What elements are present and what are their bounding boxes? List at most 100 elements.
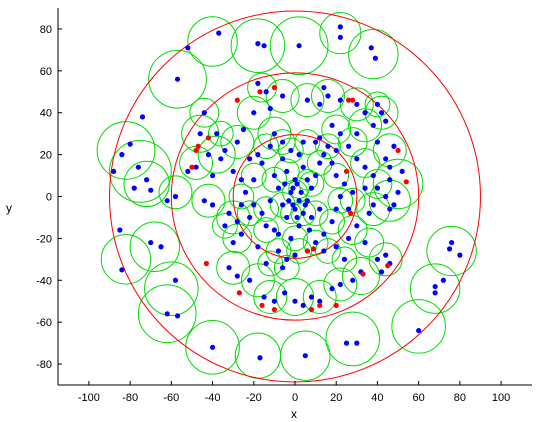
blue-point	[432, 283, 438, 290]
red-point	[360, 271, 366, 277]
blue-point	[247, 214, 253, 221]
coverage-circle	[257, 116, 292, 151]
coverage-circle	[189, 97, 220, 128]
red-point	[193, 147, 199, 154]
red-point	[271, 84, 277, 91]
blue-point	[378, 110, 385, 116]
coverage-circle	[348, 28, 399, 80]
blue-point	[374, 256, 381, 262]
blue-point	[294, 214, 300, 221]
blue-point	[267, 198, 273, 204]
blue-point	[238, 231, 245, 237]
coverage-circle	[278, 137, 304, 164]
blue-point	[197, 131, 203, 137]
blue-point	[325, 93, 331, 99]
blue-point	[302, 353, 308, 359]
coverage-circle	[269, 16, 329, 76]
coverage-circle	[310, 78, 345, 113]
blue-point	[345, 143, 352, 149]
blue-point	[255, 41, 261, 47]
blue-point	[288, 235, 294, 241]
blue-point	[230, 239, 236, 246]
blue-point	[440, 277, 446, 283]
coverage-circle	[158, 175, 193, 210]
coverage-circle	[280, 330, 331, 381]
blue-point	[240, 126, 247, 133]
blue-point	[374, 185, 381, 191]
blue-point	[292, 252, 298, 258]
coverage-circle	[216, 250, 251, 285]
blue-point	[321, 248, 327, 254]
blue-point	[201, 198, 207, 204]
x-tick-label: 80	[454, 392, 466, 404]
blue-point	[271, 298, 277, 304]
blue-point	[325, 143, 331, 149]
blue-point	[308, 214, 315, 221]
blue-point	[354, 101, 360, 107]
coverage-circle	[409, 263, 461, 314]
y-tick-label: -80	[36, 359, 52, 371]
red-point	[195, 143, 201, 149]
coverage-circle	[261, 166, 288, 193]
blue-point	[193, 164, 199, 170]
blue-point	[290, 185, 296, 191]
x-tick-label: 100	[492, 392, 510, 404]
blue-point	[148, 239, 154, 246]
blue-point	[383, 252, 389, 258]
coverage-circle	[137, 284, 197, 344]
coverage-circle	[96, 121, 156, 180]
blue-point	[374, 139, 381, 145]
blue-point	[280, 265, 286, 271]
red-point	[385, 263, 391, 269]
coverage-circle	[253, 196, 280, 222]
blue-point	[255, 244, 261, 250]
blue-point	[251, 177, 257, 183]
blue-point	[119, 267, 125, 273]
blue-point	[321, 84, 327, 91]
blue-point	[127, 141, 133, 147]
blue-point	[296, 223, 302, 229]
blue-point	[337, 97, 343, 103]
blue-point	[280, 139, 286, 145]
coverage-circle	[364, 91, 391, 118]
red-point	[348, 210, 354, 216]
y-tick-label: 0	[46, 192, 52, 204]
blue-point	[255, 80, 261, 86]
red-point	[257, 89, 263, 95]
y-tick-label: 80	[40, 24, 52, 36]
blue-point	[158, 244, 164, 250]
blue-point	[387, 206, 393, 212]
blue-point	[172, 277, 179, 283]
blue-point	[117, 227, 123, 233]
coverage-circle	[323, 267, 358, 302]
blue-point	[370, 202, 376, 208]
x-tick-label: 20	[330, 392, 342, 404]
blue-point	[296, 43, 302, 49]
x-tick-label: -20	[246, 392, 262, 404]
coverage-circle	[212, 212, 238, 239]
blue-point	[308, 294, 315, 300]
blue-point	[234, 219, 240, 225]
coverage-circle	[257, 250, 284, 277]
blue-point	[209, 202, 216, 208]
blue-point	[337, 281, 343, 288]
blue-point	[317, 206, 323, 212]
coverage-circle	[123, 160, 170, 208]
blue-point	[259, 210, 265, 216]
blue-point	[164, 198, 170, 204]
blue-point	[350, 189, 356, 195]
blue-point	[286, 198, 292, 204]
blue-point	[345, 206, 352, 212]
blue-point	[374, 101, 381, 107]
blue-point	[226, 265, 232, 271]
blue-point	[234, 139, 240, 145]
blue-point	[317, 160, 323, 166]
y-tick-label: 20	[40, 150, 52, 162]
blue-point	[292, 177, 298, 183]
blue-point	[362, 185, 368, 191]
blue-point	[337, 131, 343, 137]
blue-point	[329, 286, 335, 292]
blue-point	[304, 198, 310, 204]
blue-point	[329, 219, 335, 225]
blue-point	[457, 252, 463, 258]
